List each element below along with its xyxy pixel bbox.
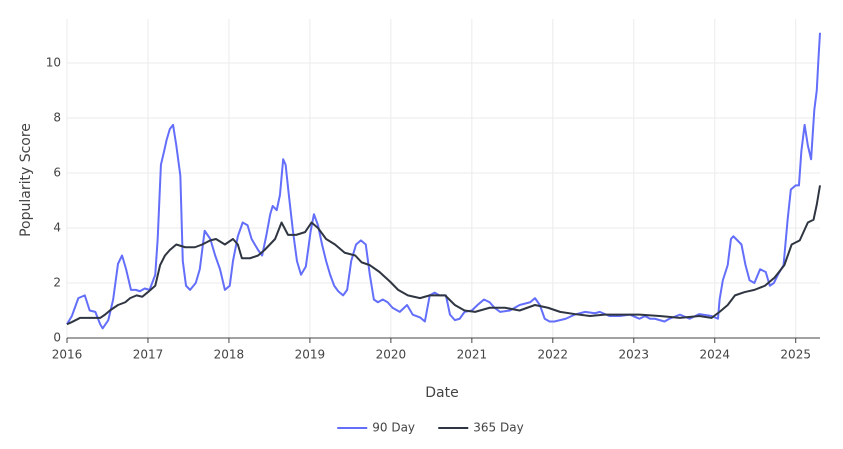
x-tick-label: 2019 (295, 348, 326, 362)
y-tick-label: 6 (53, 166, 61, 180)
x-tick-label: 2020 (376, 348, 407, 362)
x-tick-label: 2022 (538, 348, 569, 362)
x-tick-label: 2017 (133, 348, 164, 362)
y-tick-label: 8 (53, 111, 61, 125)
line-series (66, 32, 821, 330)
line-series (66, 185, 821, 326)
y-axis-title: Popularity Score (18, 123, 34, 237)
x-tick-label: 2025 (780, 348, 811, 362)
x-tick-label: 2018 (214, 348, 245, 362)
x-tick-label: 2023 (619, 348, 650, 362)
y-tick-label: 4 (53, 221, 61, 235)
y-tick-label: 0 (53, 331, 61, 345)
legend-label: 90 Day (372, 421, 415, 435)
y-tick-label: 2 (53, 276, 61, 290)
x-tick-label: 2021 (457, 348, 488, 362)
legend-label: 365 Day (473, 421, 523, 435)
x-tick-label: 2024 (699, 348, 730, 362)
y-tick-label: 10 (46, 56, 61, 70)
x-tick-label: 2016 (52, 348, 83, 362)
x-axis-title: Date (425, 385, 458, 401)
